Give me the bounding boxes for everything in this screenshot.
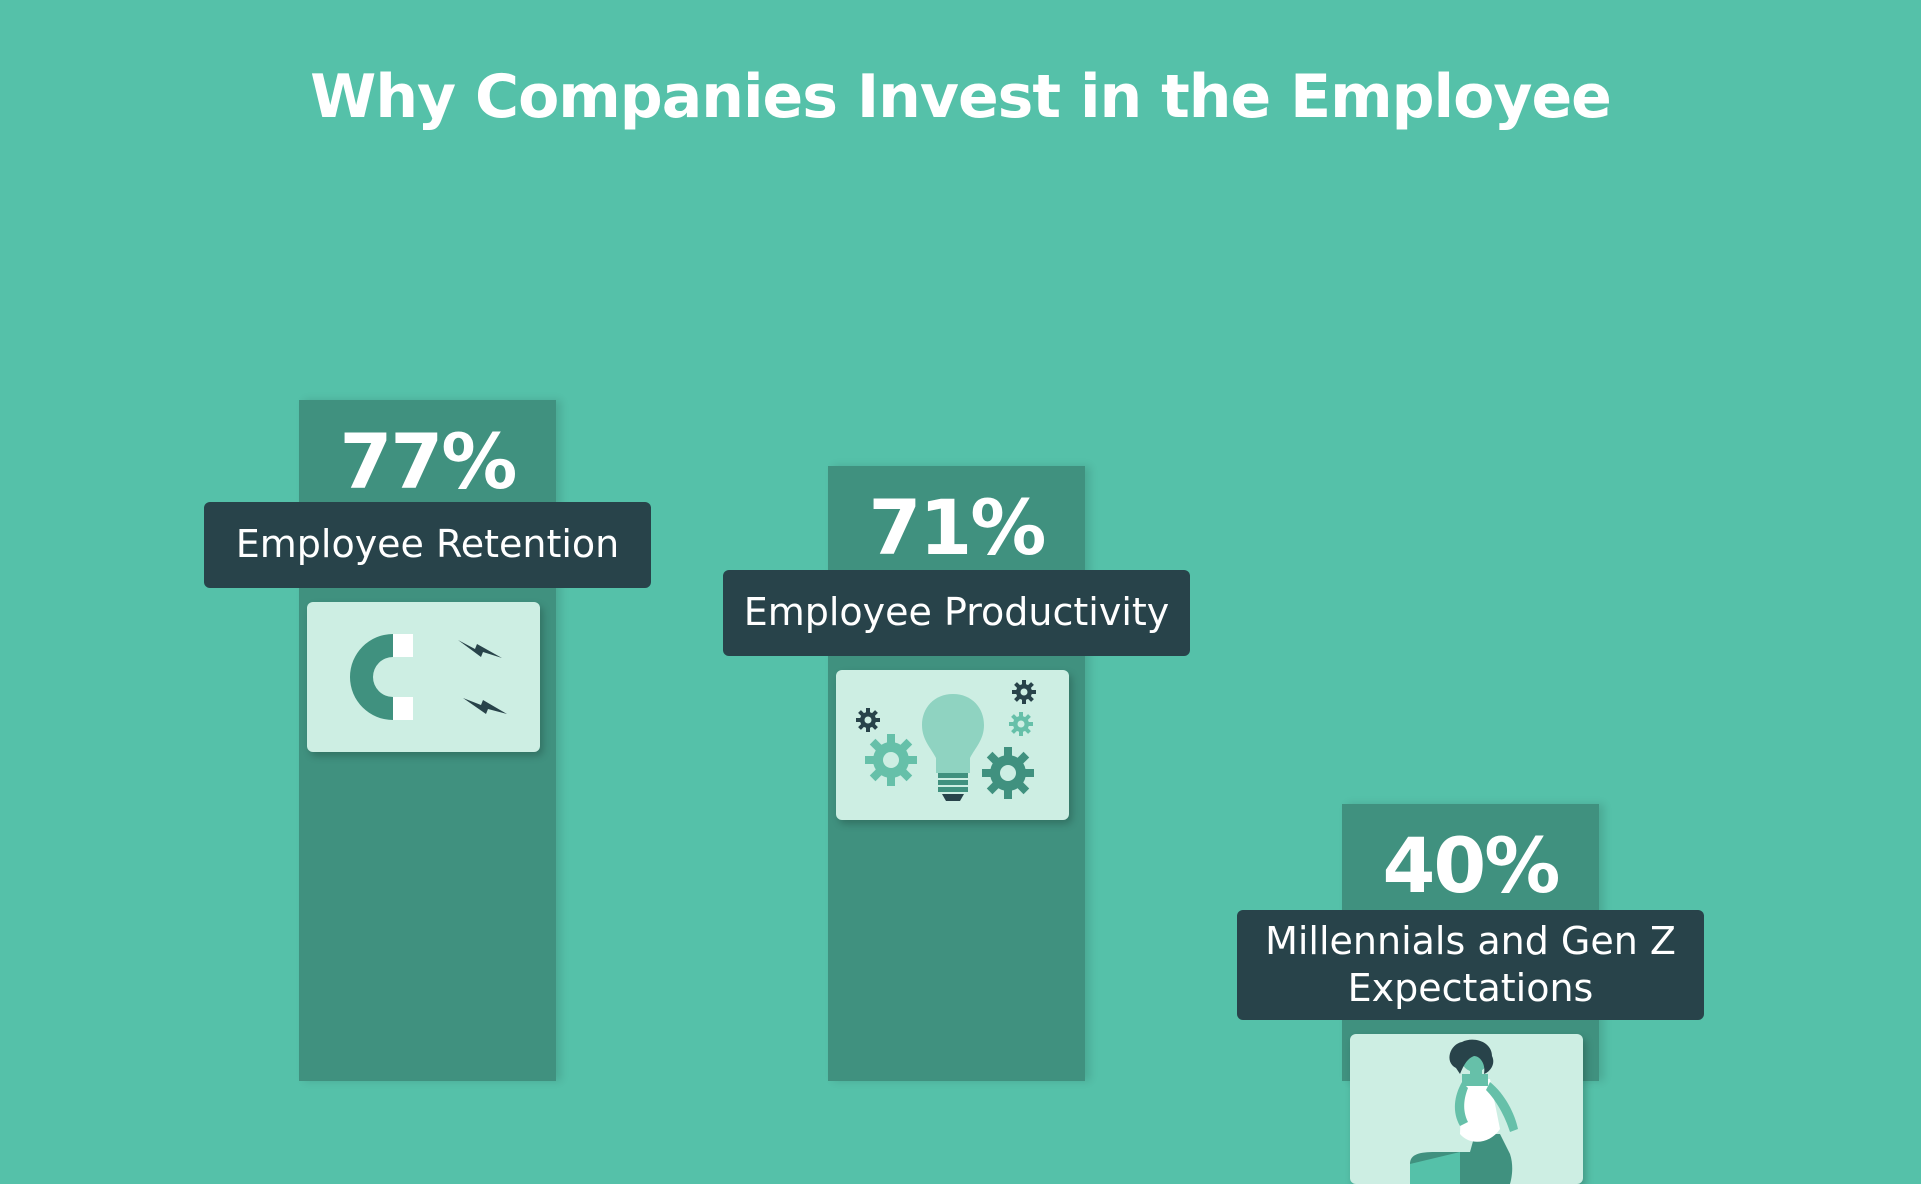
chart-title: Why Companies Invest in the Employee	[310, 62, 1612, 132]
value-label-employee-productivity: 71%	[868, 483, 1047, 572]
lightbulb-gears-icon	[836, 670, 1069, 820]
category-label-employee-productivity: Employee Productivity	[723, 570, 1190, 656]
magnet-icon	[307, 602, 540, 752]
value-label-employee-retention: 77%	[339, 417, 518, 506]
value-label-millennials-gen-z-expectations: 40%	[1382, 821, 1561, 910]
person-sitting-icon	[1350, 1034, 1583, 1184]
category-label-millennials-gen-z-expectations: Millennials and Gen Z Expectations	[1237, 910, 1704, 1020]
category-label-employee-retention: Employee Retention	[204, 502, 651, 588]
